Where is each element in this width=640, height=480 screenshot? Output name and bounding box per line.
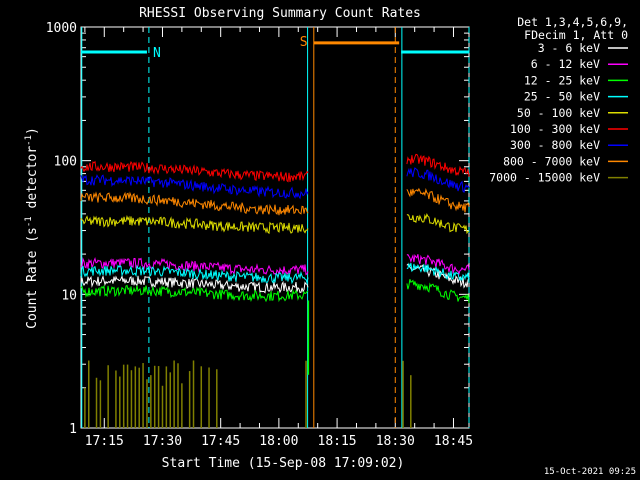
legend-entry-label: 25 - 50 keV [524, 90, 600, 104]
y-axis-label: Count Rate (s-1 detector-1) [24, 127, 40, 329]
night-label: N [153, 46, 161, 61]
x-tick-label: 18:30 [376, 434, 415, 449]
y-axis-label-sup: -1 [24, 216, 34, 227]
y-tick-label: 1 [69, 422, 77, 437]
x-tick-label: 17:30 [143, 434, 182, 449]
legend-entry-label: 6 - 12 keV [531, 57, 600, 71]
series-line [406, 187, 470, 213]
legend-entry-label: 7000 - 15000 keV [489, 171, 600, 185]
series-line [80, 274, 309, 294]
series-line [80, 284, 309, 303]
legend-header: FDecim 1, Att 0 [524, 28, 628, 42]
series-line [406, 279, 470, 304]
x-tick-label: 18:00 [259, 434, 298, 449]
y-axis-label-prefix: Count Rate (s [25, 227, 40, 329]
x-tick-label: 18:15 [318, 434, 357, 449]
series-line [406, 167, 470, 194]
footer-date: 15-Oct-2021 09:25 [544, 467, 636, 477]
series-line [80, 257, 309, 276]
legend-entry-label: 50 - 100 keV [517, 106, 600, 120]
series-line [406, 253, 470, 276]
chart-title: RHESSI Observing Summary Count Rates [139, 6, 421, 21]
y-tick-label: 1000 [46, 21, 77, 36]
legend-entry-label: 12 - 25 keV [524, 73, 600, 87]
x-axis-label: Start Time (15-Sep-08 17:09:02) [162, 456, 405, 471]
saa-label: S [300, 35, 308, 50]
series-line [80, 264, 309, 285]
legend: Det 1,3,4,5,6,9,FDecim 1, Att 03 - 6 keV… [489, 15, 628, 185]
series-layer [80, 153, 470, 428]
legend-entry-label: 800 - 7000 keV [503, 154, 600, 168]
series-line [406, 212, 469, 235]
y-tick-label: 100 [54, 155, 77, 170]
x-axis: 17:15 17:30 17:45 18:00 18:15 18:30 18:45 [84, 27, 473, 449]
annotations: NS [81, 27, 470, 428]
series-line [80, 214, 309, 235]
x-tick-label: 18:45 [434, 434, 473, 449]
y-axis-label-sup2: -1 [24, 135, 34, 146]
legend-header: Det 1,3,4,5,6,9, [517, 15, 628, 29]
y-axis: 1 10 100 1000 [46, 21, 469, 437]
y-axis-label-end: ) [25, 127, 40, 135]
x-tick-label: 17:45 [201, 434, 240, 449]
legend-entry-label: 300 - 800 keV [510, 138, 600, 152]
series-line [80, 160, 309, 183]
legend-entry-label: 100 - 300 keV [510, 122, 600, 136]
y-tick-label: 10 [61, 288, 77, 303]
series-line [406, 153, 470, 177]
x-tick-label: 17:15 [85, 434, 124, 449]
series-line [80, 174, 309, 200]
series-line [80, 191, 309, 216]
y-axis-label-middle: detector [25, 146, 40, 217]
series-line [406, 262, 470, 283]
legend-entry-label: 3 - 6 keV [538, 41, 600, 55]
